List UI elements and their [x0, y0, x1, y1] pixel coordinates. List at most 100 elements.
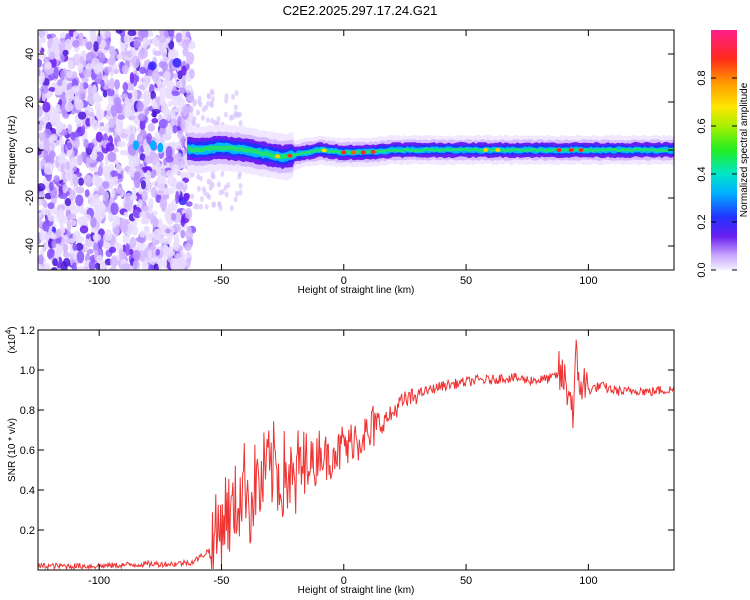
noise-blob: [156, 180, 166, 191]
noise-blob: [40, 84, 49, 94]
noise-blob: [151, 118, 159, 124]
noise-blob: [64, 38, 73, 52]
colorbar-tick-label: 0.2: [696, 214, 708, 229]
noise-blob: [83, 138, 89, 149]
noise-blob: [150, 90, 156, 100]
noise-blob: [82, 214, 92, 222]
ridge-fragment: [149, 140, 156, 151]
noise-blob: [43, 149, 49, 161]
noise-blob: [144, 97, 150, 108]
snr-background: [38, 330, 674, 570]
noise-blob: [142, 36, 148, 50]
x-tick-label: 50: [460, 575, 472, 587]
noise-blob: [121, 263, 130, 270]
noise-blob: [184, 208, 193, 220]
noise-blob: [47, 202, 55, 210]
noise-blob: [100, 79, 105, 88]
noise-blob: [151, 69, 160, 83]
noise-blob: [108, 118, 116, 128]
noise-blob: [106, 110, 112, 117]
noise-blob: [38, 254, 44, 265]
noise-blob: [151, 217, 159, 227]
noise-blob: [162, 133, 172, 141]
noise-blob: [123, 211, 129, 218]
noise-blob: [180, 119, 186, 132]
noise-blob: [205, 192, 210, 199]
y-tick-label: 0.4: [20, 485, 35, 497]
noise-blob: [99, 209, 106, 220]
noise-blob: [166, 111, 171, 122]
noise-blob: [172, 241, 180, 251]
noise-blob: [131, 225, 139, 236]
noise-blob: [76, 250, 85, 264]
noise-blob: [85, 117, 91, 127]
noise-blob: [110, 50, 117, 57]
noise-blob: [54, 209, 59, 216]
noise-blob: [119, 149, 129, 156]
noise-blob: [147, 249, 153, 260]
noise-blob: [58, 137, 64, 147]
noise-blob: [104, 30, 111, 39]
noise-blob: [66, 70, 73, 79]
noise-blob: [235, 190, 240, 197]
ridge-hotspot: [568, 148, 574, 152]
noise-blob: [167, 175, 176, 187]
noise-blob: [191, 120, 196, 127]
noise-blob: [133, 39, 141, 49]
noise-blob: [84, 189, 90, 198]
colorbar-label: Normalized spectral amplitude: [739, 82, 750, 217]
noise-blob: [113, 147, 119, 153]
noise-blob: [65, 161, 71, 171]
noise-blob: [125, 243, 131, 256]
noise-blob: [231, 94, 236, 101]
noise-blob: [62, 49, 69, 56]
noise-blob: [92, 233, 102, 242]
colorbar: 0.0 0.2 0.4 0.6 0.8 Normalized spectral ampl…: [696, 30, 750, 278]
noise-blob: [176, 130, 184, 139]
y-tick-label: 1.2: [20, 325, 35, 337]
noise-blob: [134, 75, 140, 83]
noise-blob: [108, 246, 117, 254]
noise-blob: [126, 50, 133, 58]
noise-blob: [213, 119, 218, 126]
noise-blob: [174, 141, 182, 150]
noise-blob: [60, 161, 65, 174]
noise-blob: [45, 61, 52, 70]
noise-blob: [115, 30, 123, 34]
noise-blob: [175, 152, 183, 160]
noise-blob: [88, 260, 96, 270]
noise-blob: [72, 243, 78, 251]
y-tick-label: 40: [24, 48, 36, 60]
noise-blob: [81, 125, 86, 135]
noise-blob: [57, 157, 66, 164]
noise-blob: [137, 113, 146, 122]
noise-blob: [143, 60, 148, 70]
noise-blob: [105, 142, 115, 152]
noise-blob: [129, 133, 136, 145]
noise-blob: [93, 198, 102, 210]
noise-blob: [146, 133, 153, 145]
snr-y-axis: 0.2 0.4 0.6 0.8 1.0 1.2: [20, 325, 674, 537]
ridge-hotspot: [556, 148, 562, 152]
noise-blob: [183, 193, 190, 202]
colorbar-tick-label: 0.4: [696, 166, 708, 181]
noise-blob: [179, 87, 187, 94]
noise-blob: [131, 55, 140, 69]
spectrogram-panel: -100 -50 0 50 100 -40 -20 0 20 40 Height of stra…: [7, 29, 675, 296]
noise-blob: [238, 182, 243, 189]
noise-blob: [99, 125, 106, 132]
noise-blob: [88, 161, 97, 168]
noise-blob: [98, 185, 105, 195]
noise-blob: [113, 131, 118, 138]
noise-blob: [185, 251, 191, 259]
noise-blob: [147, 69, 154, 77]
noise-blob: [226, 182, 231, 189]
spectrogram-y-label: Frequency (Hz): [7, 116, 18, 185]
spectrogram-x-axis: -100 -50 0 50 100: [88, 30, 598, 287]
noise-blob: [38, 105, 44, 118]
noise-blob: [46, 230, 55, 238]
noise-blob: [148, 264, 155, 270]
noise-blob: [54, 245, 63, 258]
x-tick-label: -100: [88, 275, 110, 287]
noise-blob: [50, 133, 58, 141]
